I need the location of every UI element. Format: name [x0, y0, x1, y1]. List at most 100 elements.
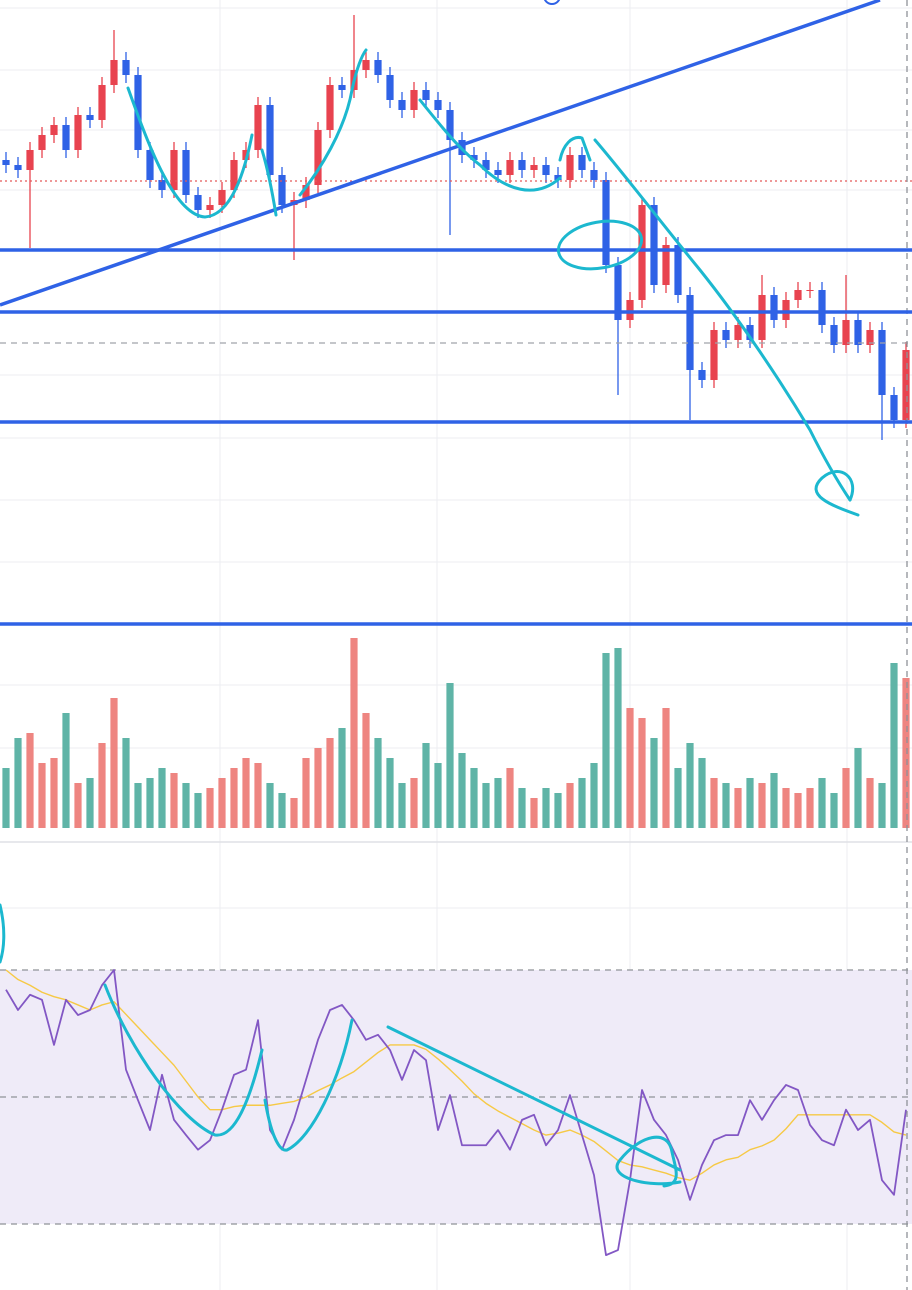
volume-bar	[206, 788, 214, 828]
horizontal-lines	[0, 0, 912, 626]
volume-bar	[374, 738, 382, 828]
volume-bar	[338, 728, 346, 828]
volume-bar	[554, 793, 562, 828]
volume-bar	[614, 648, 622, 828]
candle-body	[722, 330, 730, 340]
candle-body	[638, 205, 646, 300]
volume-bar	[98, 743, 106, 828]
candle-body	[182, 150, 190, 195]
volume-bar	[482, 783, 490, 828]
volume-bar	[362, 713, 370, 828]
freehand-stroke	[418, 98, 562, 192]
candle-body	[806, 290, 814, 291]
freehand-stroke	[260, 148, 278, 217]
candle-body	[302, 185, 310, 200]
freehand-stroke	[615, 1135, 682, 1188]
volume-bar	[122, 738, 130, 828]
volume-bar	[518, 788, 526, 828]
volume-bar	[50, 758, 58, 828]
volume-bar	[686, 743, 694, 828]
volume-bar	[110, 698, 118, 828]
volume-bar	[146, 778, 154, 828]
volume-bar	[458, 753, 466, 828]
volume-bar	[290, 798, 298, 828]
line-series	[5, 969, 907, 1181]
volume-bar	[434, 763, 442, 828]
candle-body	[674, 245, 682, 295]
candle-body	[146, 150, 154, 180]
freehand-stroke	[126, 86, 254, 219]
candle-body	[854, 320, 862, 345]
candle-body	[254, 105, 262, 150]
volume-bar	[230, 768, 238, 828]
freehand-stroke	[263, 1018, 354, 1152]
volume-bar	[494, 778, 502, 828]
volume-bar	[830, 793, 838, 828]
volume-bar	[170, 773, 178, 828]
candle-body	[902, 350, 910, 420]
freehand-ellipse	[556, 219, 644, 271]
candle-body	[818, 290, 826, 325]
volume-bar	[302, 758, 310, 828]
volume-bar	[38, 763, 46, 828]
candle-body	[50, 125, 58, 135]
volume-bar	[194, 793, 202, 828]
volume-bar	[866, 778, 874, 828]
trend-line	[0, 0, 881, 307]
candle-body	[434, 100, 442, 110]
volume-bar	[398, 783, 406, 828]
volume-bar	[710, 778, 718, 828]
volume-bar	[878, 783, 886, 828]
freehand-stroke	[558, 135, 592, 162]
candle-body	[326, 85, 334, 130]
volume-bar	[158, 768, 166, 828]
candle-body	[2, 160, 10, 165]
candle-body	[626, 300, 634, 320]
candle-body	[218, 190, 226, 205]
volume-bar	[650, 738, 658, 828]
candle-body	[266, 105, 274, 175]
candle-body	[830, 325, 838, 345]
candle-body	[878, 330, 886, 395]
volume-bar	[806, 788, 814, 828]
candle-body	[398, 100, 406, 110]
volume-bar	[62, 713, 70, 828]
volume-bar	[242, 758, 250, 828]
volume-bar	[590, 763, 598, 828]
candle-body	[710, 330, 718, 380]
candle-body	[110, 60, 118, 85]
volume-bar	[890, 663, 898, 828]
volume-bar	[782, 788, 790, 828]
candle-body	[518, 160, 526, 170]
freehand-stroke	[298, 48, 368, 197]
freehand-arrow-head	[814, 470, 860, 517]
volume-bar	[770, 773, 778, 828]
volume-bar	[26, 733, 34, 828]
volume-bar	[758, 783, 766, 828]
candle-body	[758, 295, 766, 340]
candle-body	[230, 160, 238, 190]
candle-body	[494, 170, 502, 175]
candle-body	[374, 60, 382, 75]
candle-body	[422, 90, 430, 100]
candle-body	[506, 160, 514, 175]
volume-bar	[350, 638, 358, 828]
candle-body	[578, 155, 586, 170]
volume-bar	[422, 743, 430, 828]
candle-body	[362, 60, 370, 70]
candle-body	[470, 155, 478, 160]
candle-body	[890, 395, 898, 420]
volume-bar	[602, 653, 610, 828]
candle-body	[158, 180, 166, 190]
candle-body	[590, 170, 598, 180]
candle-body	[386, 75, 394, 100]
candle-body	[782, 300, 790, 320]
volume-bar	[818, 778, 826, 828]
candle-body	[338, 85, 346, 90]
candle-body	[122, 60, 130, 75]
candle-body	[206, 205, 214, 210]
volume-bar	[446, 683, 454, 828]
candle-body	[794, 290, 802, 300]
